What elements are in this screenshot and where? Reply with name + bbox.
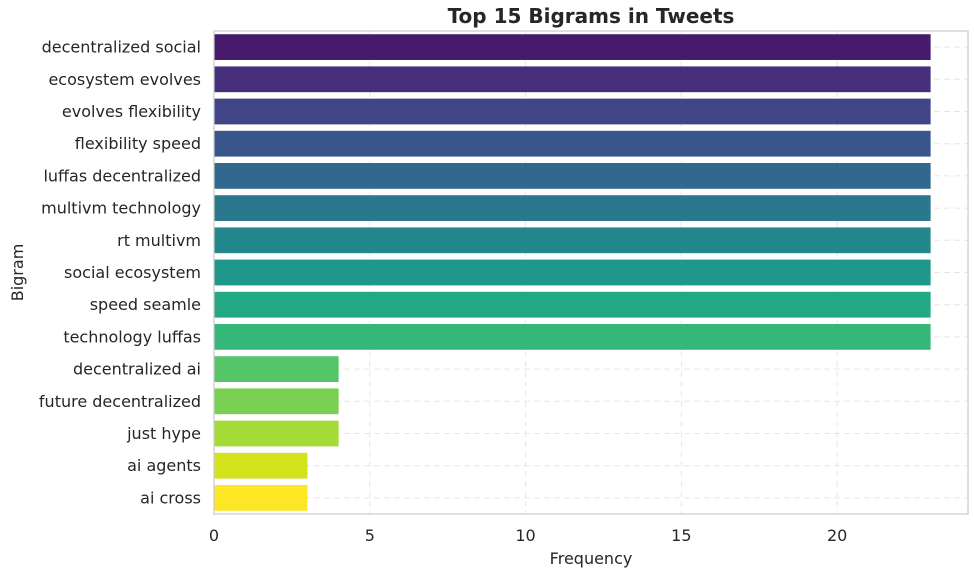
x-tick-label: 20 [827,526,847,545]
y-tick-label: flexibility speed [75,134,201,153]
bar-future-decentralized [214,388,339,415]
bar-rt-multivm [214,227,931,254]
bar-multivm-technology [214,195,931,221]
x-tick-labels: 0 5 10 15 20 [209,526,847,545]
y-tick-label: future decentralized [39,392,201,411]
y-tick-label: multivm technology [41,199,201,218]
bar-social-ecosystem [214,259,931,286]
bar-decentralized-social [214,34,931,60]
y-tick-label: decentralized social [42,38,201,57]
chart-title: Top 15 Bigrams in Tweets [448,4,735,28]
bar-evolves-flexibility [214,98,931,125]
bar-luffas-decentralized [214,163,931,189]
y-tick-label: technology luffas [63,327,201,346]
x-tick-label: 15 [671,526,691,545]
y-tick-label: ai agents [127,456,201,475]
y-axis-label: Bigram [8,244,27,302]
x-axis-label: Frequency [550,549,633,568]
bar-just-hype [214,420,339,447]
bar-ai-agents [214,452,308,479]
y-tick-label: decentralized ai [73,360,201,379]
y-tick-label: social ecosystem [64,263,201,282]
x-tick-label: 10 [515,526,535,545]
y-tick-label: evolves flexibility [62,102,201,121]
bar-ecosystem-evolves [214,66,931,93]
bar-speed-seamle [214,291,931,318]
x-tick-label: 0 [209,526,219,545]
x-tick-label: 5 [365,526,375,545]
y-tick-label: luffas decentralized [43,166,201,185]
y-tick-label: just hype [126,424,201,443]
y-tick-label: ecosystem evolves [48,70,201,89]
plot-frame [213,30,969,515]
bars [214,34,931,511]
bar-technology-luffas [214,324,931,350]
y-tick-labels: decentralized social ecosystem evolves evo… [39,38,201,508]
y-tick-label: ai cross [140,488,201,507]
y-tick-label: speed seamle [90,295,201,314]
y-tick-label: rt multivm [117,231,201,250]
bar-ai-cross [214,485,308,511]
bar-flexibility-speed [214,130,931,157]
bar-decentralized-ai [214,356,339,382]
